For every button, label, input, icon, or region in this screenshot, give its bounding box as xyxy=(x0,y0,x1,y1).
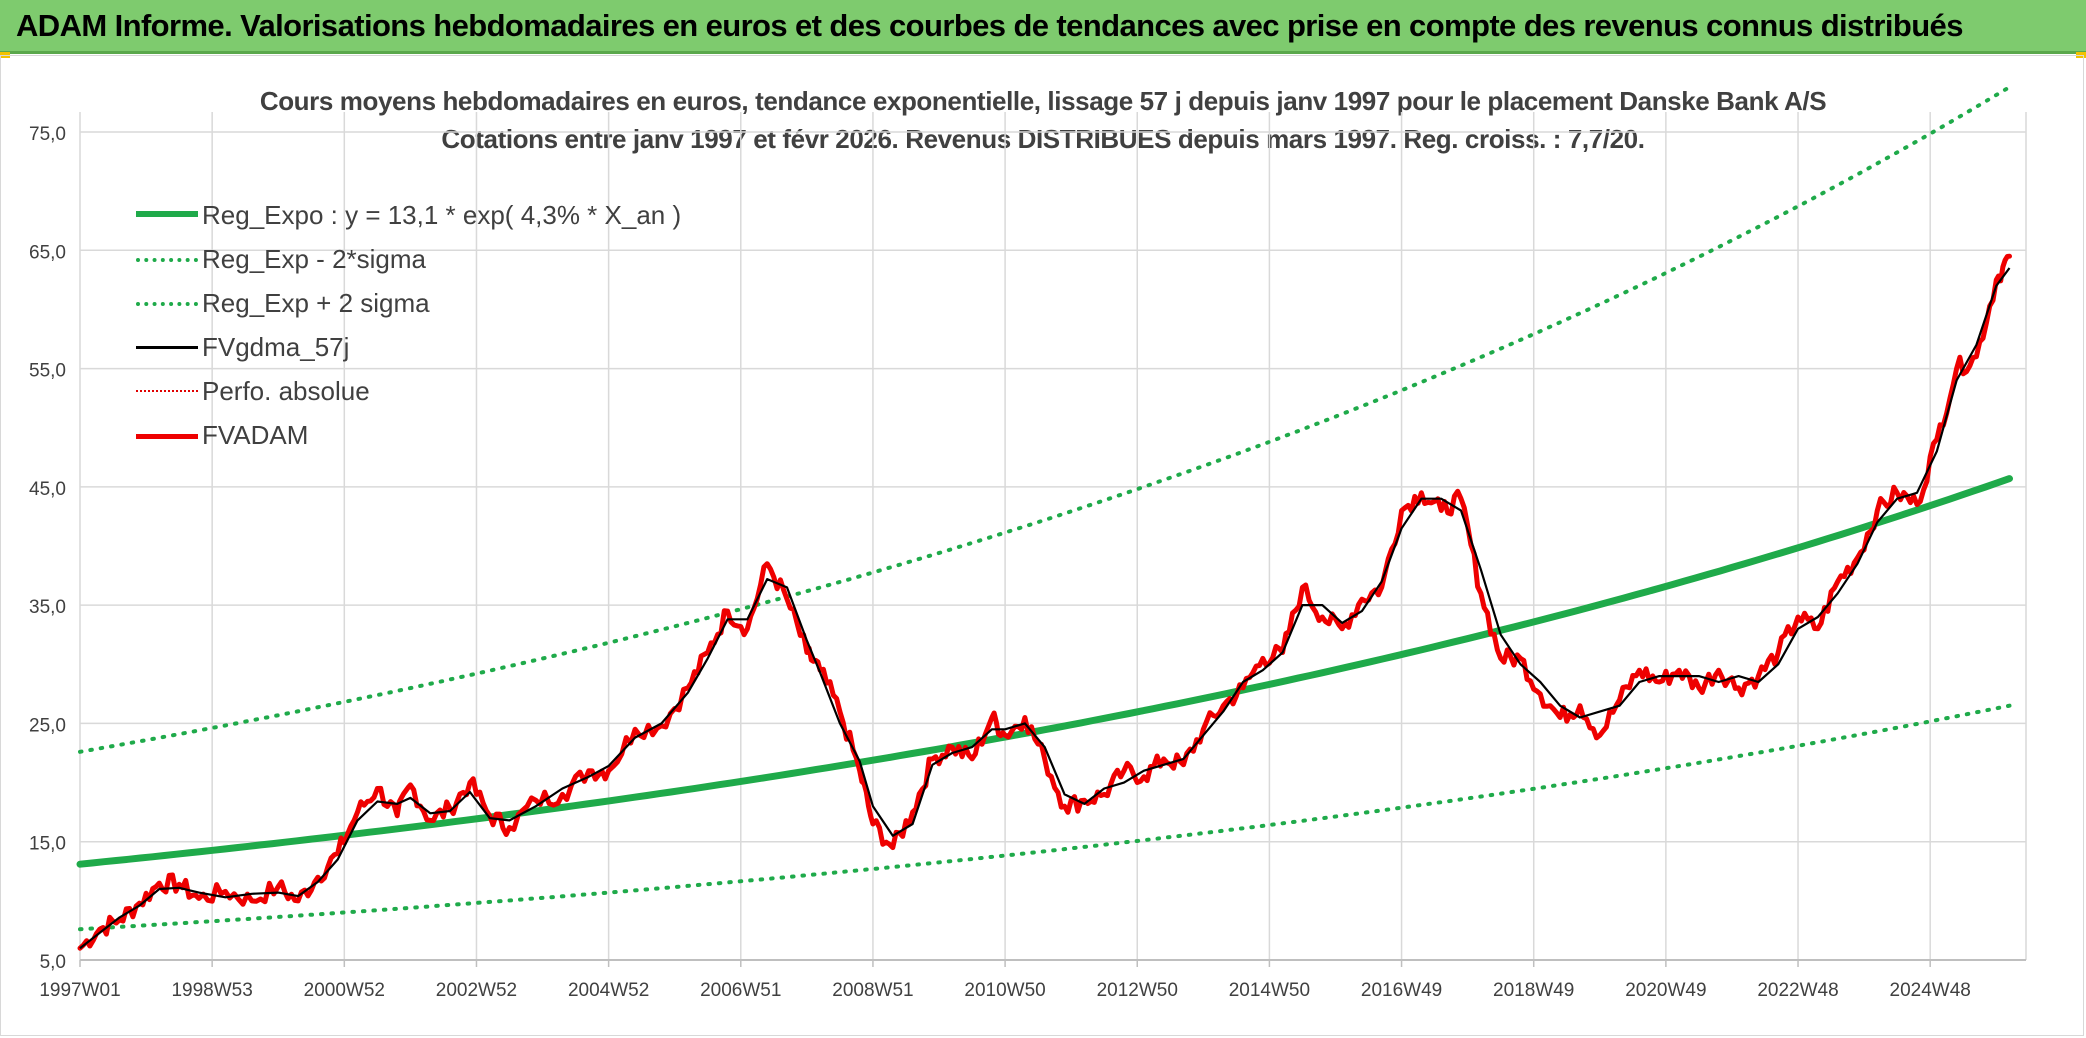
legend-item-reg-expo: Reg_Expo : y = 13,1 * exp( 4,3% * X_an ) xyxy=(130,200,690,234)
chart-subtitle: Cotations entre janv 1997 et févr 2026. … xyxy=(441,124,1645,154)
series-reg-exp-minus-line xyxy=(78,703,2012,932)
x-tick-label: 1997W01 xyxy=(39,980,120,1001)
legend-swatch-fvgdma xyxy=(136,346,198,349)
x-tick-label: 2014W50 xyxy=(1229,980,1310,1001)
y-tick-label: 45,0 xyxy=(29,479,66,500)
report-banner: ADAM Informe. Valorisations hebdomadaire… xyxy=(0,0,2086,54)
legend-label-reg-expo: Reg_Expo : y = 13,1 * exp( 4,3% * X_an ) xyxy=(202,200,682,230)
chart-title: Cours moyens hebdomadaires en euros, ten… xyxy=(259,86,1827,116)
y-tick-label: 5,0 xyxy=(40,952,66,973)
x-tick-label: 2002W52 xyxy=(436,980,517,1001)
legend-label-perfo: Perfo. absolue xyxy=(202,376,370,406)
legend-label-reg-exp-plus: Reg_Exp + 2 sigma xyxy=(202,288,430,318)
series-fvadam-line xyxy=(77,253,2012,951)
legend-item-reg-exp-minus: Reg_Exp - 2*sigma xyxy=(130,244,690,278)
report-title: ADAM Informe. Valorisations hebdomadaire… xyxy=(16,8,1963,43)
series-fvgdma-line xyxy=(79,267,2011,950)
x-tick-label: 1998W53 xyxy=(171,980,252,1001)
x-tick-label: 2016W49 xyxy=(1361,980,1442,1001)
y-tick-label: 35,0 xyxy=(29,597,66,618)
x-tick-label: 2006W51 xyxy=(700,980,781,1001)
legend-item-reg-exp-plus: Reg_Exp + 2 sigma xyxy=(130,288,690,322)
legend-label-fvadam: FVADAM xyxy=(202,420,309,450)
legend-swatch-reg-expo xyxy=(136,211,198,217)
legend-swatch-perfo xyxy=(136,390,198,392)
y-tick-label: 65,0 xyxy=(29,242,66,263)
legend-item-fvgdma: FVgdma_57j xyxy=(130,332,690,366)
x-tick-label: 2012W50 xyxy=(1097,980,1178,1001)
legend-label-fvgdma: FVgdma_57j xyxy=(202,332,350,362)
legend-swatch-fvadam xyxy=(136,434,198,439)
legend-item-perfo: Perfo. absolue xyxy=(130,376,690,410)
series-reg-exp-plus-line xyxy=(78,85,2012,754)
legend-item-fvadam: FVADAM xyxy=(130,420,690,454)
x-tick-label: 2004W52 xyxy=(568,980,649,1001)
series-reg-expo-line xyxy=(76,475,2013,868)
x-tick-label: 2000W52 xyxy=(304,980,385,1001)
x-tick-label: 2024W48 xyxy=(1890,980,1971,1001)
x-tick-label: 2010W50 xyxy=(964,980,1045,1001)
x-tick-label: 2022W48 xyxy=(1757,980,1838,1001)
y-tick-label: 75,0 xyxy=(29,124,66,145)
legend-label-reg-exp-minus: Reg_Exp - 2*sigma xyxy=(202,244,426,274)
chart-frame xyxy=(0,55,2084,1036)
y-tick-label: 55,0 xyxy=(29,361,66,382)
x-tick-label: 2020W49 xyxy=(1625,980,1706,1001)
x-tick-label: 2018W49 xyxy=(1493,980,1574,1001)
y-tick-label: 25,0 xyxy=(29,715,66,736)
y-tick-label: 15,0 xyxy=(29,834,66,855)
legend-swatch-reg-exp-minus xyxy=(136,258,198,262)
x-tick-label: 2008W51 xyxy=(832,980,913,1001)
legend-swatch-reg-exp-plus xyxy=(136,302,198,306)
